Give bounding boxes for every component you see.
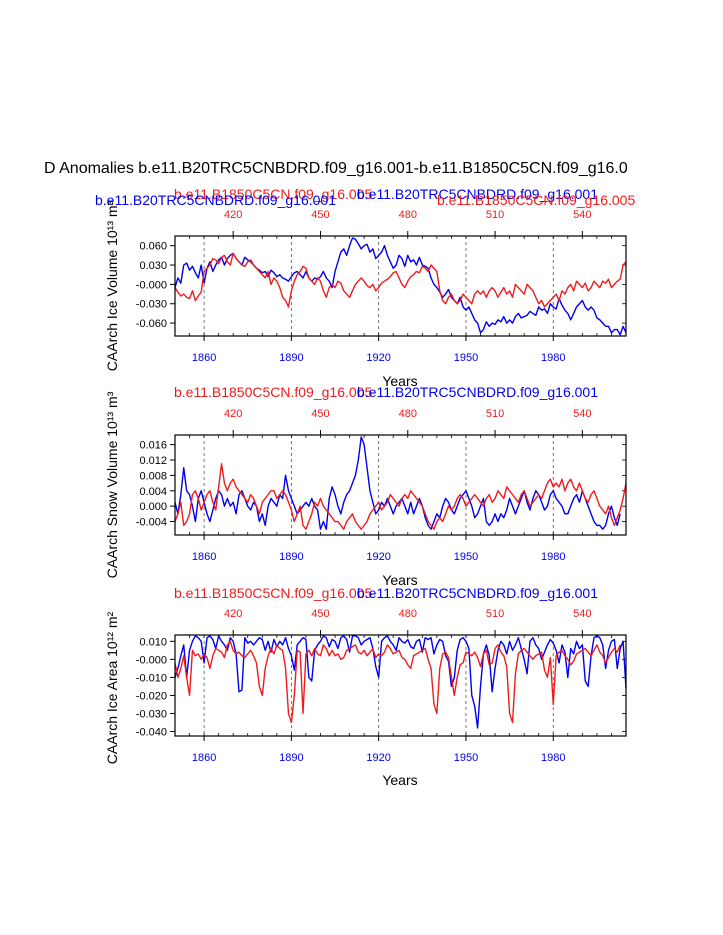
x-tick-label: 1950 (454, 551, 478, 563)
x-tick-label: 1860 (192, 752, 216, 764)
x-tick-label: 1980 (541, 352, 565, 364)
x2-tick-label: 540 (573, 408, 591, 420)
x-tick-label: 1890 (279, 752, 303, 764)
y-tick-label: 0.060 (139, 241, 167, 253)
x-tick-label: 1890 (279, 551, 303, 563)
x-tick-label: 1950 (454, 752, 478, 764)
x-tick-label: 1860 (192, 551, 216, 563)
figure-title: D Anomalies b.e11.B20TRC5CNBDRD.f09_g16.… (44, 160, 628, 177)
panel1-title-left: b.e11.B1850C5CN.f09_g16.005 (174, 186, 372, 202)
x-tick-label: 1920 (366, 352, 390, 364)
panel2-xlabel: Years (382, 572, 417, 588)
y-tick-label: -0.060 (136, 318, 167, 330)
panel3-title-right: b.e11.B20TRC5CNBDRD.f09_g16.001 (357, 585, 598, 601)
y-tick-label: 0.030 (139, 260, 167, 272)
panel1-xlabel: Years (382, 373, 417, 389)
panel-ice-area: b.e11.B1850C5CN.f09_g16.005 b.e11.B20TRC… (104, 585, 627, 788)
series-line-blue (174, 237, 627, 336)
x2-tick-label: 540 (573, 608, 591, 620)
x-tick-label: 1860 (192, 352, 216, 364)
x2-tick-label: 480 (399, 608, 417, 620)
y-tick-label: 0.004 (139, 486, 167, 498)
series-line-blue (174, 635, 627, 729)
panel2-title-left: b.e11.B1850C5CN.f09_g16.005 (174, 384, 372, 400)
y-tick-label: 0.012 (139, 455, 167, 467)
plot-frame (174, 434, 627, 536)
y-tick-label: -0.030 (136, 708, 167, 720)
y-tick-label: 0.016 (139, 440, 167, 452)
plot-frame (174, 634, 627, 737)
series-line-red (174, 640, 621, 724)
x2-tick-label: 510 (486, 408, 504, 420)
y-tick-label: -0.000 (136, 279, 167, 291)
y-tick-label: -0.004 (136, 517, 167, 529)
x2-tick-label: 420 (224, 608, 242, 620)
y-tick-label: -0.010 (136, 672, 167, 684)
plot-frame (174, 235, 627, 337)
x2-tick-label: 510 (486, 209, 504, 221)
x2-tick-label: 510 (486, 608, 504, 620)
x2-tick-label: 420 (224, 209, 242, 221)
x2-tick-label: 450 (311, 608, 329, 620)
x-tick-label: 1920 (366, 551, 390, 563)
x2-tick-label: 540 (573, 209, 591, 221)
series-line-red (174, 252, 627, 308)
x2-tick-label: 450 (311, 209, 329, 221)
x-tick-label: 1890 (279, 352, 303, 364)
x-tick-label: 1920 (366, 752, 390, 764)
y-tick-label: -0.030 (136, 299, 167, 311)
x-tick-label: 1980 (541, 752, 565, 764)
x2-tick-label: 480 (399, 408, 417, 420)
panel-ice-volume: b.e11.B1850C5CN.f09_g16.005 b.e11.B20TRC… (95, 186, 635, 389)
x-tick-label: 1980 (541, 551, 565, 563)
panel3-xlabel: Years (382, 772, 417, 788)
panel2-title-right: b.e11.B20TRC5CNBDRD.f09_g16.001 (357, 384, 598, 400)
panel1-ylabel: CAArch Ice Volume 10¹³ m³ (104, 200, 120, 371)
y-tick-label: 0.010 (139, 636, 167, 648)
panel3-ylabel: CAArch Ice Area 10¹² m² (104, 611, 120, 764)
panel-snow-volume: b.e11.B1850C5CN.f09_g16.005 b.e11.B20TRC… (104, 384, 627, 588)
x2-tick-label: 420 (224, 408, 242, 420)
y-tick-label: -0.000 (136, 654, 167, 666)
series-line-red (174, 463, 627, 530)
panel3-title-left: b.e11.B1850C5CN.f09_g16.005 (174, 585, 372, 601)
y-tick-label: 0.000 (139, 501, 167, 513)
y-tick-label: -0.020 (136, 690, 167, 702)
y-tick-label: 0.008 (139, 470, 167, 482)
panel1-title-left2: b.e11.B20TRC5CNBDRD.f09_g16.001 (95, 192, 336, 208)
x2-tick-label: 480 (399, 209, 417, 221)
panel1-title-right: b.e11.B20TRC5CNBDRD.f09_g16.001 (357, 186, 598, 202)
x-tick-label: 1950 (454, 352, 478, 364)
y-tick-label: -0.040 (136, 726, 167, 738)
panel2-ylabel: CAArch Snow Volume 10¹³ m³ (104, 391, 120, 578)
panel1-title-right2: b.e11.B1850C5CN.f09_g16.005 (437, 192, 635, 208)
x2-tick-label: 450 (311, 408, 329, 420)
